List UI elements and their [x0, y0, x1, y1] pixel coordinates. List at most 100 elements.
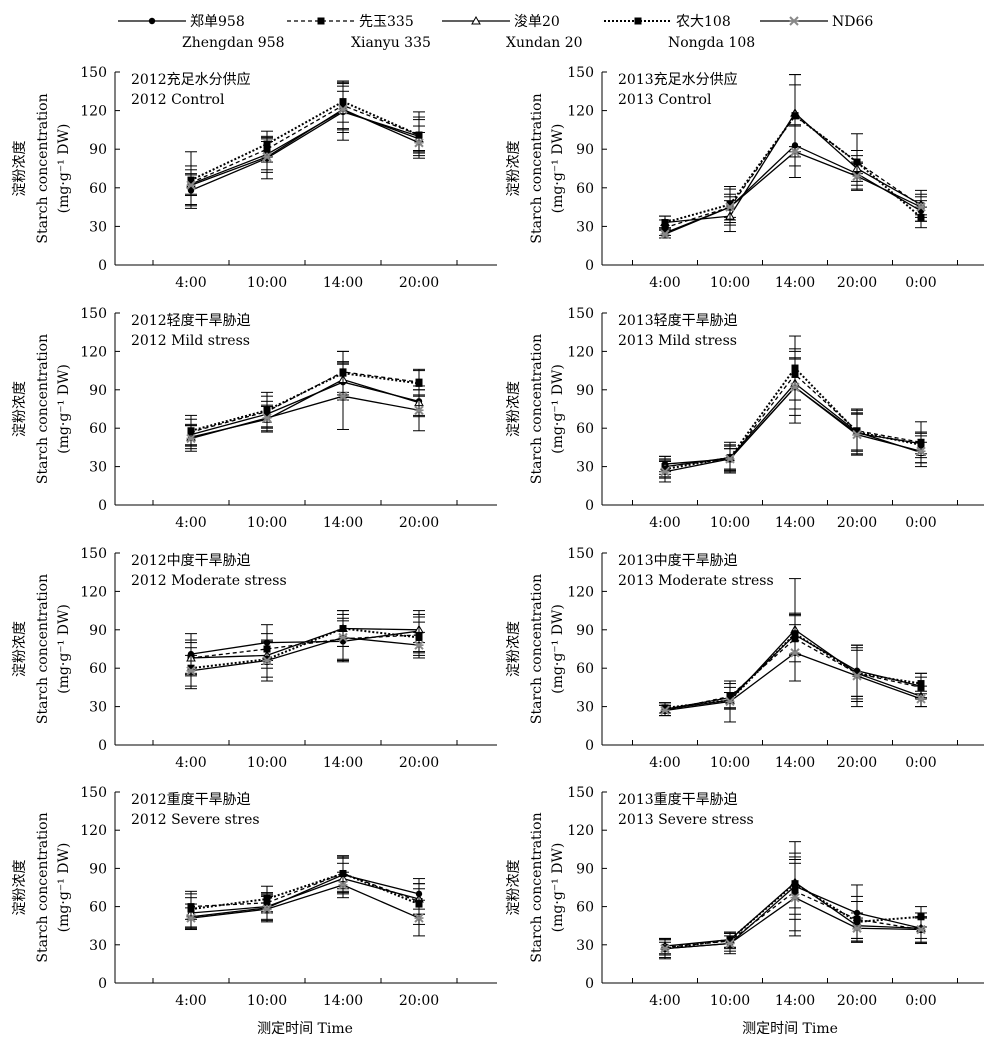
data-point — [186, 433, 196, 444]
series-5 — [185, 85, 425, 206]
series-line — [190, 381, 420, 436]
y-tick-label: 150 — [80, 65, 107, 81]
y-tick-label: 60 — [576, 900, 594, 916]
y-tick-label: 90 — [89, 623, 107, 639]
series-line — [190, 872, 420, 911]
x-tick-label: 20:00 — [837, 993, 877, 1009]
y-axis-label: Starch concentration — [35, 812, 51, 962]
y-axis-label: 淀粉浓度 — [12, 860, 28, 916]
series-3 — [659, 578, 927, 717]
y-axis-label: 淀粉浓度 — [506, 621, 522, 677]
data-point — [852, 671, 862, 681]
x-tick-label: 10:00 — [247, 755, 287, 771]
data-point — [916, 694, 926, 704]
data-point — [262, 904, 272, 914]
panel-title-en: 2012 Control — [131, 92, 225, 108]
x-tick-label: 4:00 — [175, 993, 206, 1009]
panel-title-cn: 2012充足水分供应 — [131, 71, 251, 88]
series-line — [664, 114, 922, 229]
data-point — [414, 138, 424, 148]
y-axis-label: Starch concentration — [529, 574, 545, 724]
series-line — [190, 872, 420, 908]
panel-2012-severe: 0 30 60 90 120 150 4:00 10:00 14:00 20:00 2012重度干旱… — [12, 785, 497, 1009]
y-axis-label: (mg·g⁻¹ DW) — [550, 124, 566, 214]
x-tick-label: 14:00 — [323, 275, 363, 291]
series-line — [664, 114, 922, 224]
y-tick-label: 60 — [89, 900, 107, 916]
x-tick-label: 20:00 — [837, 275, 877, 291]
legend-label-en: Zhengdan 958 — [182, 35, 285, 51]
legend-marker-circle-icon — [148, 17, 156, 25]
y-axis-label: (mg·g⁻¹ DW) — [56, 364, 72, 454]
y-axis-label: Starch concentration — [529, 812, 545, 962]
legend-marker-square-icon — [634, 17, 642, 25]
x-tick-label: 20:00 — [399, 755, 439, 771]
y-tick-label: 30 — [576, 219, 594, 235]
data-point — [415, 379, 423, 387]
y-tick-label: 0 — [98, 738, 107, 754]
panel-2012-mild: 0 30 60 90 120 150 4:00 10:00 14:00 20:00 2012轻度干旱… — [12, 306, 497, 531]
y-axis-label: (mg·g⁻¹ DW) — [550, 604, 566, 694]
y-tick-label: 90 — [89, 383, 107, 399]
y-axis-label: Starch concentration — [529, 93, 545, 243]
panel-title-en: 2013 Severe stress — [618, 812, 754, 828]
panel-title-cn: 2013轻度干旱胁迫 — [618, 313, 738, 329]
y-axis-label: Starch concentration — [529, 334, 545, 484]
panel-2012-control: 0 30 60 90 120 150 4:00 10:00 14:00 20:00 2012充足水分… — [12, 65, 497, 291]
series-3 — [659, 856, 927, 955]
series-line — [190, 874, 420, 918]
panel-2012-moderate: 0 30 60 90 120 150 4:00 10:00 14:00 20:00 2012中度干旱… — [12, 546, 497, 771]
y-tick-label: 30 — [89, 219, 107, 235]
legend-label-en: Nongda 108 — [668, 35, 755, 51]
series-5 — [185, 871, 425, 937]
series-2 — [659, 862, 927, 956]
series-5 — [185, 362, 425, 452]
y-axis-label: 淀粉浓度 — [506, 381, 522, 437]
legend-label-cn: ND66 — [832, 14, 873, 30]
panel-title-cn: 2013充足水分供应 — [618, 71, 738, 88]
legend-label-en: Xundan 20 — [506, 35, 583, 51]
y-tick-label: 0 — [585, 258, 594, 274]
y-tick-label: 30 — [89, 460, 107, 476]
y-tick-label: 120 — [567, 823, 594, 839]
x-tick-label: 20:00 — [399, 993, 439, 1009]
series-line — [664, 382, 922, 468]
y-tick-label: 0 — [98, 498, 107, 514]
series-line — [664, 882, 922, 950]
series-line — [190, 108, 420, 186]
data-point — [916, 202, 926, 212]
panel-2013-mild: 0 30 60 90 120 150 4:00 10:00 14:00 20:00 0:00 2013… — [506, 306, 984, 531]
y-axis-label: (mg·g⁻¹ DW) — [550, 364, 566, 454]
x-tick-label: 0:00 — [905, 515, 936, 531]
x-tick-label: 4:00 — [175, 755, 206, 771]
data-point — [917, 680, 925, 688]
x-tick-label: 4:00 — [175, 515, 206, 531]
y-tick-label: 90 — [89, 142, 107, 158]
y-axis-label: (mg·g⁻¹ DW) — [56, 124, 72, 214]
y-tick-label: 30 — [576, 700, 594, 716]
y-tick-label: 90 — [576, 383, 594, 399]
y-axis-label: 淀粉浓度 — [12, 141, 28, 197]
series-line — [190, 636, 420, 672]
series-5 — [659, 624, 927, 723]
x-tick-label: 14:00 — [775, 993, 815, 1009]
y-tick-label: 0 — [585, 738, 594, 754]
y-tick-label: 60 — [576, 181, 594, 197]
legend-label-cn: 农大108 — [676, 14, 731, 30]
x-tick-label: 0:00 — [905, 755, 936, 771]
y-tick-label: 30 — [89, 938, 107, 954]
data-point — [186, 913, 196, 923]
panel-title-cn: 2013重度干旱胁迫 — [618, 792, 738, 808]
series-1 — [659, 124, 927, 239]
y-tick-label: 150 — [567, 546, 594, 562]
y-axis-label: Starch concentration — [35, 574, 51, 724]
y-tick-label: 60 — [576, 421, 594, 437]
y-tick-label: 120 — [567, 584, 594, 600]
panel-title-en: 2012 Severe stres — [131, 812, 260, 828]
x-tick-label: 0:00 — [905, 993, 936, 1009]
panel-title-en: 2013 Moderate stress — [618, 573, 774, 589]
y-tick-label: 30 — [89, 700, 107, 716]
data-point — [852, 429, 862, 440]
series-line — [190, 877, 420, 914]
series-line — [190, 100, 420, 181]
